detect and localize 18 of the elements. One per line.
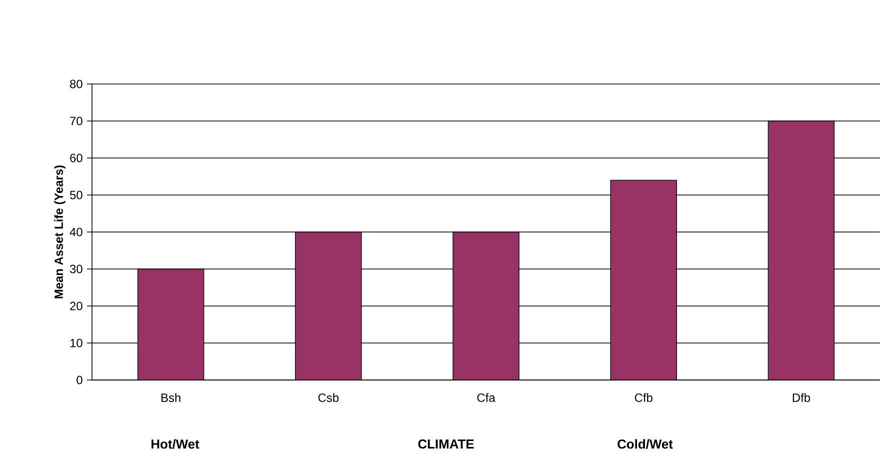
y-tick-label: 20 (70, 302, 82, 310)
y-tick-label: 40 (70, 228, 82, 236)
x-tick-label: Dfb (792, 393, 810, 402)
y-tick-label: 70 (70, 116, 82, 126)
text: Hot/Wet (152, 439, 200, 449)
x-tick-label: Bsh (161, 393, 180, 402)
y-tick-label: 50 (70, 190, 82, 200)
y-tick-label: 80 (70, 80, 82, 88)
y-tick-label: 60 (70, 154, 82, 162)
y-axis-title: Mean Asset Life (Years) (54, 165, 66, 298)
x-tick-label: Cfa (477, 393, 496, 402)
x-tick-label: Csb (318, 393, 339, 402)
y-tick-label: 10 (70, 338, 82, 348)
y-tick-label: 30 (70, 264, 82, 274)
y-tick-label: 0 (76, 376, 82, 384)
x-tick-label: Cfb (634, 393, 652, 402)
x-axis-title: CLIMATE (418, 439, 474, 449)
text: Cold/Wet (618, 439, 673, 449)
